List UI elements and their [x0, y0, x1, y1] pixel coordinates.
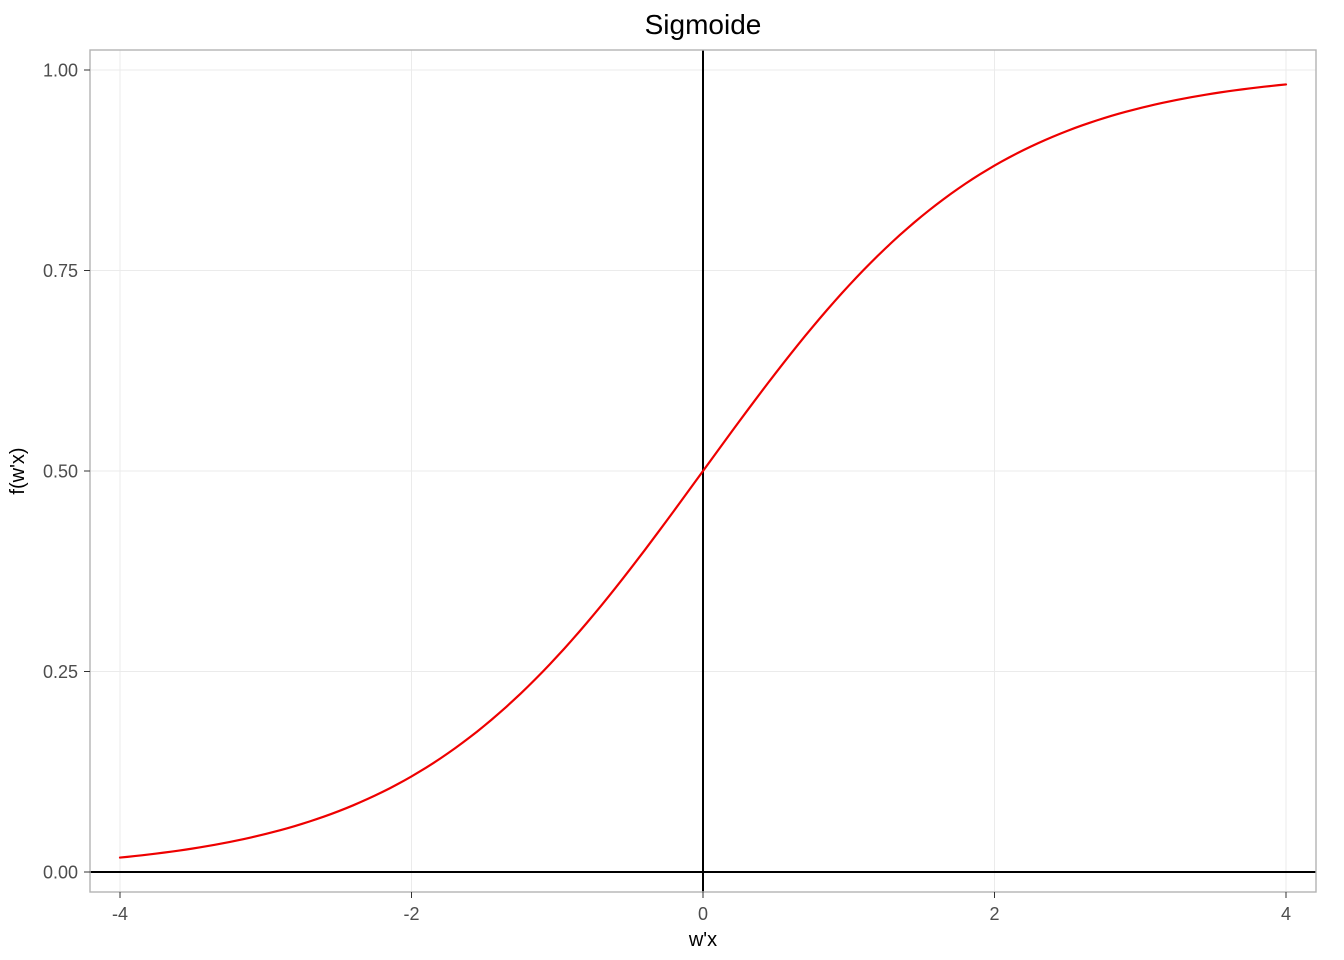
x-tick-label: 4 [1281, 904, 1291, 924]
sigmoid-chart: -4 -2 0 2 4 0.00 0.25 0.50 0.75 1.00 w'x f(w'x) Sigm… [0, 0, 1344, 960]
chart-title: Sigmoide [645, 9, 762, 40]
x-axis-label: w'x [688, 929, 717, 951]
y-tick-label: 0.50 [43, 461, 78, 481]
chart-svg: -4 -2 0 2 4 0.00 0.25 0.50 0.75 1.00 w'x f(w'x) Sigm… [0, 0, 1344, 960]
y-tick-label: 1.00 [43, 60, 78, 80]
y-tick-label: 0.00 [43, 862, 78, 882]
y-tick-label: 0.75 [43, 261, 78, 281]
x-tick-label: 2 [989, 904, 999, 924]
y-axis-label: f(w'x) [7, 447, 29, 494]
x-axis: -4 -2 0 2 4 [112, 892, 1291, 924]
y-axis: 0.00 0.25 0.50 0.75 1.00 [43, 60, 90, 882]
x-tick-label: -4 [112, 904, 128, 924]
x-tick-label: 0 [698, 904, 708, 924]
x-tick-label: -2 [403, 904, 419, 924]
y-tick-label: 0.25 [43, 662, 78, 682]
